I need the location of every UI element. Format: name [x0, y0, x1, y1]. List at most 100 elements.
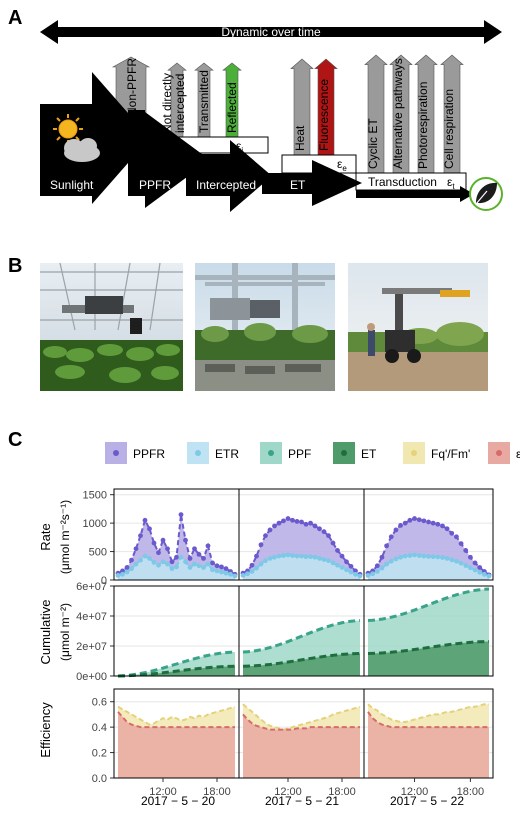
data-point	[426, 553, 431, 559]
data-point	[174, 564, 179, 570]
data-point	[365, 573, 371, 578]
legend-label-1: ETR	[215, 447, 239, 461]
data-point	[174, 554, 179, 560]
data-point	[463, 548, 469, 553]
stage-label-ppfr: PPFR	[139, 178, 171, 192]
ytick-label: 4e+07	[76, 611, 107, 623]
series-area-εe	[368, 711, 489, 778]
data-point	[214, 568, 220, 574]
data-point	[440, 523, 445, 529]
xtick-label: 12:00	[274, 786, 302, 798]
data-point	[402, 520, 408, 526]
data-point	[133, 546, 139, 552]
day-label-3: 2017 − 5 − 22	[390, 794, 464, 808]
legend-label-5: εe	[516, 447, 520, 461]
data-point	[151, 559, 157, 565]
stage-label-intercepted: Intercepted	[196, 178, 256, 192]
data-point	[467, 554, 473, 560]
loss-label-3: Reflected	[225, 82, 239, 133]
data-point	[388, 558, 394, 564]
data-point	[142, 553, 148, 559]
data-point	[339, 565, 345, 570]
data-point	[169, 566, 175, 572]
series-line-ET	[367, 640, 490, 655]
data-point	[258, 542, 264, 548]
data-point	[219, 564, 224, 570]
data-point	[142, 517, 148, 523]
data-point	[165, 546, 170, 552]
data-point	[303, 554, 309, 560]
ytick-label: 0e+00	[76, 671, 107, 683]
data-point	[281, 518, 286, 524]
data-point	[160, 559, 166, 565]
sun-cloud-icon	[53, 114, 100, 162]
data-point	[147, 526, 152, 532]
data-point	[249, 569, 255, 574]
data-point	[258, 561, 264, 567]
panel-label-b: B	[8, 255, 22, 277]
epsilon-i-label: εi	[236, 139, 243, 155]
ytick-label: 0.4	[92, 722, 107, 734]
leaf-icon	[469, 177, 503, 211]
ylabel-rate: Rate	[38, 523, 53, 550]
dynamic-label: Dynamic over time	[221, 25, 321, 39]
series-area-ET	[368, 641, 489, 676]
xtick-label: 18:00	[457, 786, 485, 798]
data-point	[156, 562, 161, 568]
data-point	[330, 560, 336, 566]
data-point	[384, 543, 390, 549]
data-point	[294, 519, 300, 524]
ytick-label: 1500	[83, 490, 107, 502]
data-point	[477, 569, 483, 575]
panel-label-a: A	[8, 7, 22, 29]
legend-label-0: PPFR	[133, 447, 165, 461]
data-point	[160, 537, 166, 543]
ytick-label: 500	[89, 547, 107, 559]
stage-label-sunlight: Sunlight	[50, 178, 94, 192]
data-point	[183, 537, 188, 543]
data-point	[276, 520, 282, 526]
series-line-εe	[242, 713, 360, 731]
intercepted-arrow	[186, 140, 272, 212]
data-point	[210, 560, 215, 566]
loss-arrow-1	[167, 62, 187, 138]
ytick-label: 2e+07	[76, 641, 107, 653]
data-point	[303, 521, 309, 527]
loss-label-1: Not directlyintercepted	[160, 73, 187, 133]
data-point	[169, 559, 175, 565]
data-point	[267, 555, 273, 561]
data-point	[156, 550, 161, 556]
data-point	[201, 565, 206, 570]
data-point	[245, 571, 250, 577]
series-line-PPF	[242, 619, 361, 654]
data-point	[192, 546, 197, 552]
legend-dot-1	[195, 450, 201, 456]
data-point	[335, 548, 340, 553]
loss-label-2: Transmitted	[197, 70, 211, 133]
data-point	[449, 530, 455, 536]
data-point	[430, 520, 436, 526]
data-point	[348, 563, 354, 569]
data-point	[454, 534, 459, 540]
data-point	[416, 553, 422, 558]
data-point	[120, 571, 125, 577]
data-point	[440, 555, 445, 560]
data-point	[285, 516, 291, 521]
data-point	[467, 565, 473, 571]
data-point	[454, 558, 459, 564]
data-point	[285, 552, 291, 558]
data-point	[430, 554, 436, 560]
data-point	[486, 573, 492, 579]
data-point	[449, 557, 455, 563]
data-point	[472, 560, 478, 566]
data-point	[138, 533, 143, 539]
data-point	[348, 569, 354, 575]
data-point	[374, 569, 380, 574]
loss-label-7: Alternative pathways	[391, 58, 405, 169]
data-point	[412, 516, 417, 521]
data-point	[393, 556, 399, 562]
data-point	[196, 563, 202, 569]
data-point	[272, 554, 277, 560]
data-point	[254, 553, 259, 559]
